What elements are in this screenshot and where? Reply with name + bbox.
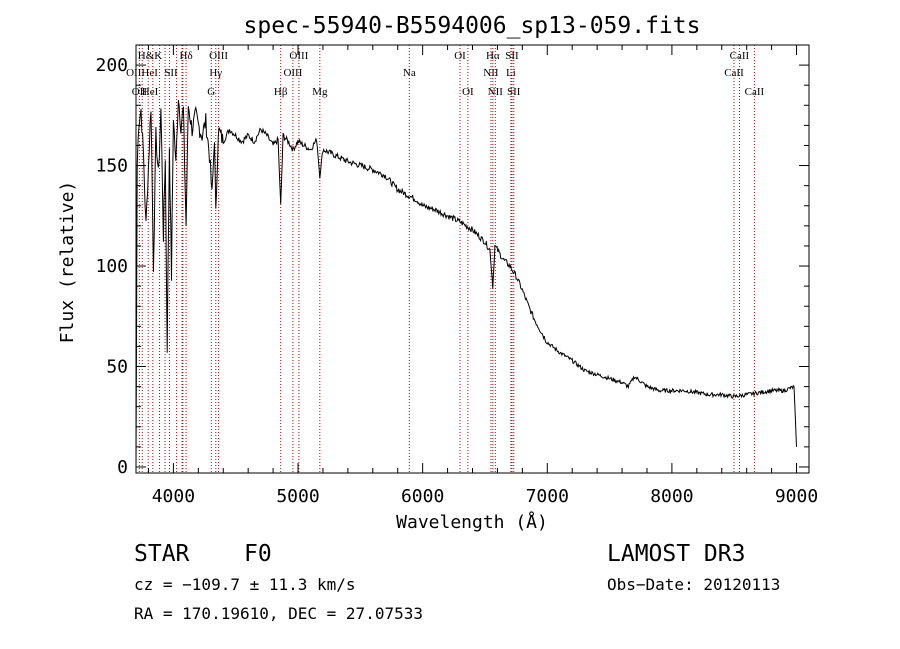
crowded-marker-label: H&K bbox=[138, 50, 163, 62]
plot-frame bbox=[135, 44, 810, 474]
line-marker-label: Hγ bbox=[209, 67, 222, 79]
line-marker-label: OI bbox=[454, 50, 466, 62]
x-tick-label: 7000 bbox=[526, 486, 569, 507]
y-tick-label: 0 bbox=[117, 457, 128, 478]
crowded-marker-label: HeI bbox=[142, 86, 159, 98]
y-tick-label: 200 bbox=[95, 55, 128, 76]
line-marker-label: CaII bbox=[724, 67, 744, 79]
line-marker-label: SII bbox=[505, 50, 519, 62]
survey-name: LAMOST DR3 bbox=[607, 541, 746, 567]
line-marker-label: CaII bbox=[730, 50, 750, 62]
line-marker-label: CaII bbox=[745, 86, 765, 98]
line-marker-label: OIII bbox=[283, 67, 302, 79]
crowded-marker-label: SII bbox=[164, 67, 178, 79]
y-tick-label: 100 bbox=[95, 256, 128, 277]
spectrum-line bbox=[135, 100, 797, 468]
chart-title: spec-55940-B5594006_sp13-059.fits bbox=[244, 13, 701, 39]
spectrum-series bbox=[135, 100, 797, 468]
line-marker-label: Mg bbox=[312, 86, 328, 98]
object-class: STAR bbox=[134, 541, 190, 567]
line-marker-label: Hδ bbox=[180, 50, 193, 62]
y-tick-label: 50 bbox=[106, 357, 128, 378]
y-axis-ticks: 0 50 100 150 200 bbox=[95, 55, 809, 478]
x-axis-label: Wavelength (Å) bbox=[396, 511, 548, 533]
line-marker-label: OI bbox=[462, 86, 474, 98]
y-axis-label: Flux (relative) bbox=[57, 181, 78, 344]
crowded-marker-label: OIIHeI bbox=[126, 67, 158, 79]
line-marker-label: Na bbox=[403, 67, 416, 79]
x-tick-label: 9000 bbox=[775, 486, 818, 507]
x-tick-label: 6000 bbox=[401, 486, 444, 507]
line-marker-label: OIII bbox=[289, 50, 308, 62]
x-tick-label: 4000 bbox=[152, 486, 195, 507]
object-subclass: F0 bbox=[244, 541, 272, 567]
line-marker-label: NII bbox=[488, 86, 504, 98]
observation-date: Obs−Date: 20120113 bbox=[607, 575, 781, 594]
x-tick-label: 5000 bbox=[276, 486, 319, 507]
line-marker-label: OIII bbox=[209, 50, 228, 62]
y-tick-label: 150 bbox=[95, 156, 128, 177]
line-marker-label: SII bbox=[507, 86, 521, 98]
crowded-marker-labels: H&K OIIHeI SII HeI bbox=[126, 50, 178, 98]
coordinates: RA = 170.19610, DEC = 27.07533 bbox=[134, 604, 423, 623]
line-marker-label: G bbox=[207, 86, 215, 98]
line-marker-label: NII bbox=[483, 67, 499, 79]
x-axis-ticks: 4000 5000 6000 7000 8000 9000 bbox=[147, 45, 818, 507]
line-marker-label: Hβ bbox=[274, 86, 288, 98]
radial-velocity: cz = −109.7 ± 11.3 km/s bbox=[134, 575, 356, 594]
line-marker-label: Hα bbox=[486, 50, 500, 62]
x-tick-label: 8000 bbox=[650, 486, 693, 507]
line-marker-label: Li bbox=[506, 67, 516, 79]
